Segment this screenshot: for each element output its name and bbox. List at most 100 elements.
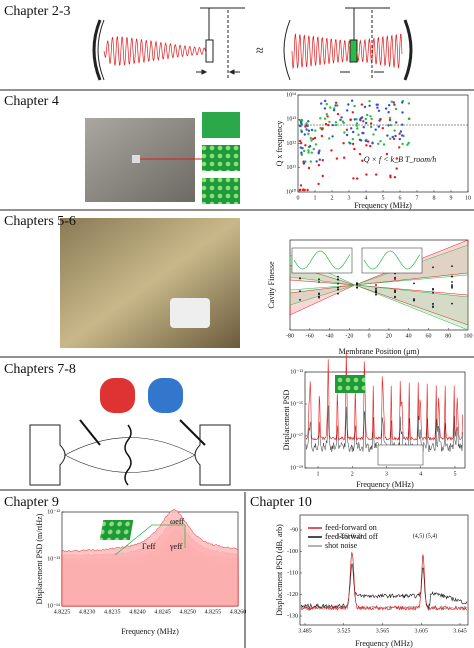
data-point <box>395 121 398 124</box>
y-tick-label: -120 <box>287 592 298 598</box>
data-point <box>307 151 310 154</box>
data-point <box>361 131 364 135</box>
legend-label: shot noise <box>325 541 358 550</box>
data-point <box>355 124 358 127</box>
x-axis-label: Frequency (MHz) <box>356 480 414 489</box>
data-point <box>323 107 327 110</box>
data-point <box>360 103 364 106</box>
data-point <box>394 134 397 138</box>
data-point <box>393 129 396 132</box>
data-point <box>388 104 391 107</box>
light-wave <box>291 33 351 69</box>
data-point <box>372 133 375 136</box>
data-point <box>299 299 301 301</box>
data-point <box>343 156 346 159</box>
data-point <box>451 286 453 289</box>
data-point <box>312 147 315 151</box>
data-point <box>298 119 302 122</box>
data-point <box>299 290 301 293</box>
x-tick-label: 0 <box>297 195 300 201</box>
data-point <box>349 118 352 121</box>
data-point <box>343 131 346 134</box>
y-tick-label: -100 <box>287 549 298 555</box>
y-tick-label: 10¹³ <box>286 117 296 123</box>
data-point <box>451 284 453 286</box>
psd-curve <box>305 405 463 453</box>
data-point <box>299 188 302 192</box>
data-point <box>362 126 365 129</box>
data-point <box>392 101 395 104</box>
mode-inset <box>335 375 365 393</box>
data-point <box>334 101 338 105</box>
y-tick-label: 10⁻¹⁵ <box>290 401 303 407</box>
x-tick-label: 4.8250 <box>179 609 196 615</box>
data-point <box>382 143 386 146</box>
data-point <box>327 123 330 127</box>
data-point <box>317 164 321 167</box>
y-tick-label: 10⁻¹³ <box>290 369 303 375</box>
data-point <box>376 103 379 106</box>
y-axis-label: Displacement PSD <box>282 389 291 450</box>
data-point <box>351 111 354 114</box>
data-point <box>307 129 311 132</box>
light-wave <box>103 36 207 66</box>
x-tick-label: 40 <box>406 333 412 339</box>
data-point <box>391 135 394 139</box>
x-tick-label: 60 <box>425 333 431 339</box>
data-point <box>305 128 308 131</box>
x-axis-label: Frequency (MHz) <box>355 639 413 648</box>
data-point <box>319 126 322 130</box>
section-title: Chapter 4 <box>4 94 59 109</box>
data-point <box>356 177 359 180</box>
cavity-schematic <box>92 7 413 81</box>
data-point <box>375 293 377 296</box>
x-tick-label: 6 <box>399 195 402 201</box>
data-point <box>451 281 453 283</box>
x-tick-label: 8 <box>433 195 436 201</box>
annotation: ωeff <box>170 517 184 526</box>
data-point <box>315 160 318 163</box>
data-point <box>375 287 377 290</box>
data-point <box>366 113 369 117</box>
data-point <box>393 103 396 106</box>
data-point <box>401 142 404 146</box>
data-point <box>381 127 384 130</box>
data-point <box>365 173 368 176</box>
data-point <box>407 102 411 105</box>
x-tick-label: 5 <box>454 471 457 477</box>
x-tick-label: 5 <box>382 195 385 201</box>
y-tick-label: 10⁻¹⁹ <box>290 465 303 471</box>
x-tick-label: 10 <box>465 195 471 201</box>
data-point <box>401 134 404 137</box>
x-tick-label: 4.8230 <box>79 609 96 615</box>
x-tick-label: 20 <box>386 333 392 339</box>
data-point <box>364 117 367 121</box>
x-tick-label: 4.8240 <box>129 609 146 615</box>
data-point <box>353 118 356 121</box>
annotation: γeff <box>169 542 183 551</box>
data-point <box>451 265 453 267</box>
data-point <box>394 289 396 292</box>
x-tick-label: 7 <box>416 195 419 201</box>
data-point <box>328 120 331 124</box>
data-point <box>351 138 354 141</box>
data-point <box>379 140 382 143</box>
data-point <box>377 142 380 145</box>
mode-shape <box>202 178 240 204</box>
data-point <box>305 122 308 125</box>
data-point <box>369 144 372 148</box>
y-tick-label: 10¹⁴ <box>286 92 296 98</box>
data-point <box>375 284 377 286</box>
data-point <box>319 117 322 120</box>
data-point <box>389 123 392 127</box>
y-tick-label: 10⁻¹⁷ <box>290 433 303 439</box>
x-axis-label: Frequency (MHz) <box>354 201 412 210</box>
data-point <box>377 125 380 128</box>
x-tick-label: 4.8260 <box>230 609 247 615</box>
data-point <box>377 109 381 113</box>
data-point <box>320 134 324 138</box>
annotation-box <box>114 524 186 556</box>
psd-trace <box>300 563 468 610</box>
data-point <box>379 117 382 121</box>
section-title: Chapter 2-3 <box>4 4 70 19</box>
